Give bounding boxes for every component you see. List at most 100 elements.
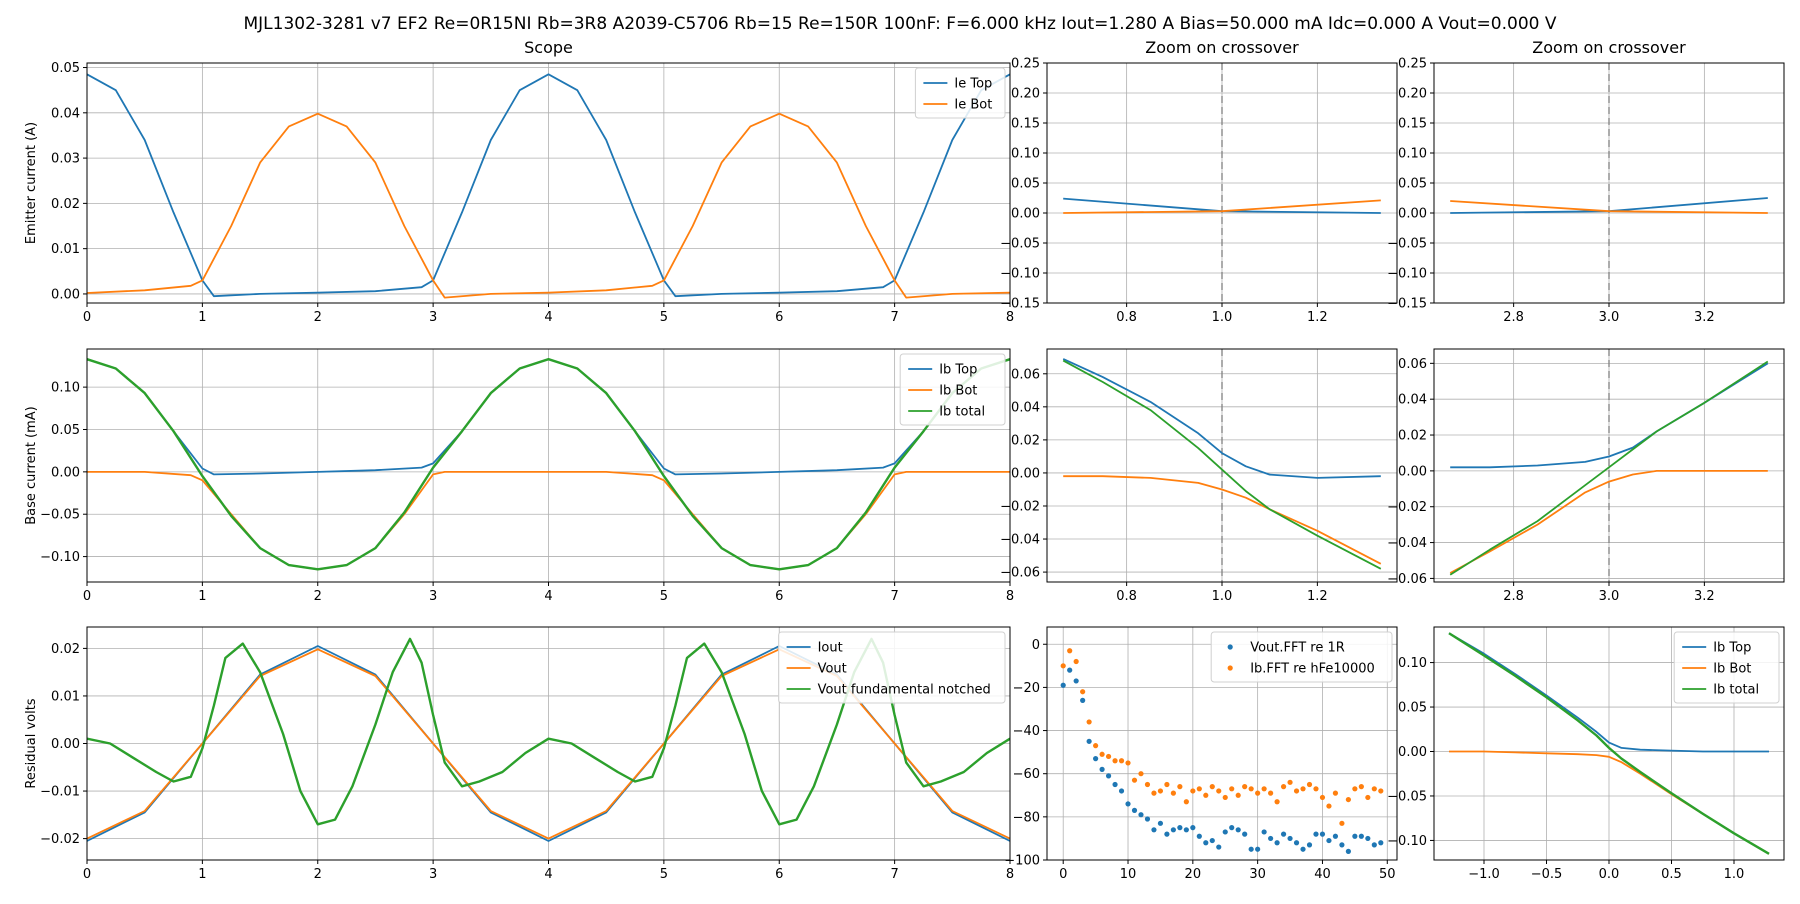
series-line-series-1 [1449, 470, 1768, 574]
data-point-Ib.FFT re hFe10000 [1371, 786, 1377, 792]
y-tick-label: 0.15 [1398, 117, 1427, 132]
legend-label: Vout [818, 662, 847, 677]
x-tick-label: 3 [429, 310, 437, 325]
data-point-Vout.FFT re 1R [1118, 788, 1125, 794]
series-group [87, 358, 1010, 571]
x-tick-label: 6 [775, 310, 783, 325]
y-tick-label: 0.05 [1011, 177, 1040, 192]
legend-label: Ib Bot [1713, 662, 1751, 677]
data-point-Vout.FFT re 1R [1378, 840, 1384, 846]
data-point-Vout.FFT re 1R [1274, 840, 1280, 846]
x-tick-label: 0 [83, 867, 91, 882]
data-point-Vout.FFT re 1R [1306, 842, 1313, 848]
data-point-Ib.FFT re hFe10000 [1339, 820, 1345, 826]
legend-box [914, 67, 1006, 119]
y-tick-label: −0.02 [40, 832, 80, 847]
legend-label: Vout.FFT re 1R [1250, 641, 1345, 656]
series-line-series-1 [1063, 199, 1381, 214]
legend-box [778, 631, 1006, 704]
x-tick-label: 1 [198, 867, 206, 882]
data-point-Vout.FFT re 1R [1138, 812, 1144, 818]
x-tick-label: 7 [890, 589, 898, 604]
data-point-Vout.FFT re 1R [1235, 827, 1241, 833]
y-tick-label: 0 [1032, 638, 1040, 653]
data-point-Vout.FFT re 1R [1365, 835, 1371, 842]
legend-label: Ie Top [954, 77, 992, 92]
data-point-Ib.FFT re hFe10000 [1326, 803, 1332, 809]
legend-label: Ib Top [1713, 641, 1751, 656]
y-tick-label: 0.00 [1398, 207, 1427, 222]
data-point-Ib.FFT re hFe10000 [1190, 788, 1196, 794]
legend: Vout.FFT re 1R Ib.FFT re hFe10000 [1210, 631, 1393, 683]
data-point-Ib.FFT re hFe10000 [1118, 758, 1125, 764]
x-tick-label: 3 [429, 867, 437, 882]
data-point-Vout.FFT re 1R [1261, 829, 1267, 835]
y-tick-label: −0.04 [1000, 533, 1040, 548]
x-tick-label: 0 [83, 589, 91, 604]
legend: Ib Top Ib Bot Ib total [899, 353, 1006, 426]
y-tick-label: 0.00 [1011, 466, 1040, 481]
y-tick-label: 0.10 [1398, 656, 1427, 671]
y-tick-label: 0.10 [51, 381, 80, 396]
data-point-Ib.FFT re hFe10000 [1138, 771, 1144, 777]
y-tick-label: −0.15 [1387, 297, 1427, 312]
data-point-Vout.FFT re 1R [1293, 840, 1300, 846]
data-point-Ib.FFT re hFe10000 [1268, 790, 1274, 796]
data-point-Ib.FFT re hFe10000 [1280, 784, 1287, 790]
legend-label: Ib.FFT re hFe10000 [1250, 662, 1375, 677]
data-point-Ib.FFT re hFe10000 [1300, 786, 1306, 792]
x-tick-label: 8 [1006, 310, 1014, 325]
data-point-Vout.FFT re 1R [1099, 766, 1105, 772]
y-tick-label: −20 [1013, 681, 1040, 696]
data-point-Vout.FFT re 1R [1073, 678, 1079, 684]
data-point-Vout.FFT re 1R [1248, 846, 1254, 852]
y-tick-label: −40 [1013, 724, 1040, 739]
x-tick-label: 2.8 [1503, 589, 1524, 604]
legend-box [1210, 631, 1393, 683]
series-group [1449, 360, 1769, 576]
data-point-Ib.FFT re hFe10000 [1293, 788, 1300, 794]
data-point-Ib.FFT re hFe10000 [1086, 719, 1092, 725]
data-point-Vout.FFT re 1R [1112, 781, 1118, 788]
data-point-Vout.FFT re 1R [1371, 842, 1377, 848]
x-tick-label: 1.2 [1307, 589, 1328, 604]
data-point-Ib.FFT re hFe10000 [1144, 781, 1151, 788]
y-tick-label: 0.04 [51, 106, 80, 121]
data-point-Ib.FFT re hFe10000 [1352, 786, 1358, 792]
data-point-Ib.FFT re hFe10000 [1209, 784, 1215, 790]
x-tick-label: 3.2 [1694, 589, 1715, 604]
chart-title: Zoom on crossover [1532, 38, 1686, 57]
x-tick-label: 1.0 [1212, 589, 1233, 604]
data-point-Ib.FFT re hFe10000 [1112, 758, 1118, 764]
x-tick-label: 8 [1006, 589, 1014, 604]
series-line-Ie Bot [87, 112, 1010, 299]
x-tick-label: 0.5 [1661, 867, 1682, 882]
x-tick-label: 0 [1059, 867, 1067, 882]
data-point-Vout.FFT re 1R [1060, 682, 1066, 688]
data-point-Vout.FFT re 1R [1157, 820, 1164, 826]
data-point-Vout.FFT re 1R [1332, 833, 1339, 839]
data-point-Ib.FFT re hFe10000 [1125, 760, 1131, 766]
y-axis-label: Residual volts [24, 698, 39, 788]
data-point-Vout.FFT re 1R [1183, 827, 1189, 833]
y-tick-label: 0.05 [51, 423, 80, 438]
y-tick-label: 0.02 [1398, 429, 1427, 444]
data-point-Ib.FFT re hFe10000 [1235, 792, 1241, 798]
data-point-Vout.FFT re 1R [1268, 835, 1274, 842]
data-point-Vout.FFT re 1R [1105, 773, 1112, 779]
x-tick-label: 2.8 [1503, 310, 1524, 325]
data-point-Vout.FFT re 1R [1093, 756, 1099, 762]
legend-label: Vout fundamental notched [818, 683, 991, 698]
x-tick-label: 2 [314, 589, 322, 604]
y-tick-label: 0.05 [1398, 177, 1427, 192]
y-tick-label: 0.05 [1398, 701, 1427, 716]
legend: Ie Top Ie Bot [914, 67, 1006, 119]
data-point-Vout.FFT re 1R [1345, 848, 1351, 854]
x-tick-label: 3.2 [1694, 310, 1715, 325]
series-line-Ib Top [1448, 632, 1769, 753]
x-tick-label: 4 [544, 867, 552, 882]
data-point-Ib.FFT re hFe10000 [1067, 648, 1073, 654]
y-tick-label: −0.15 [1000, 297, 1040, 312]
data-point-Ib.FFT re hFe10000 [1274, 799, 1280, 805]
